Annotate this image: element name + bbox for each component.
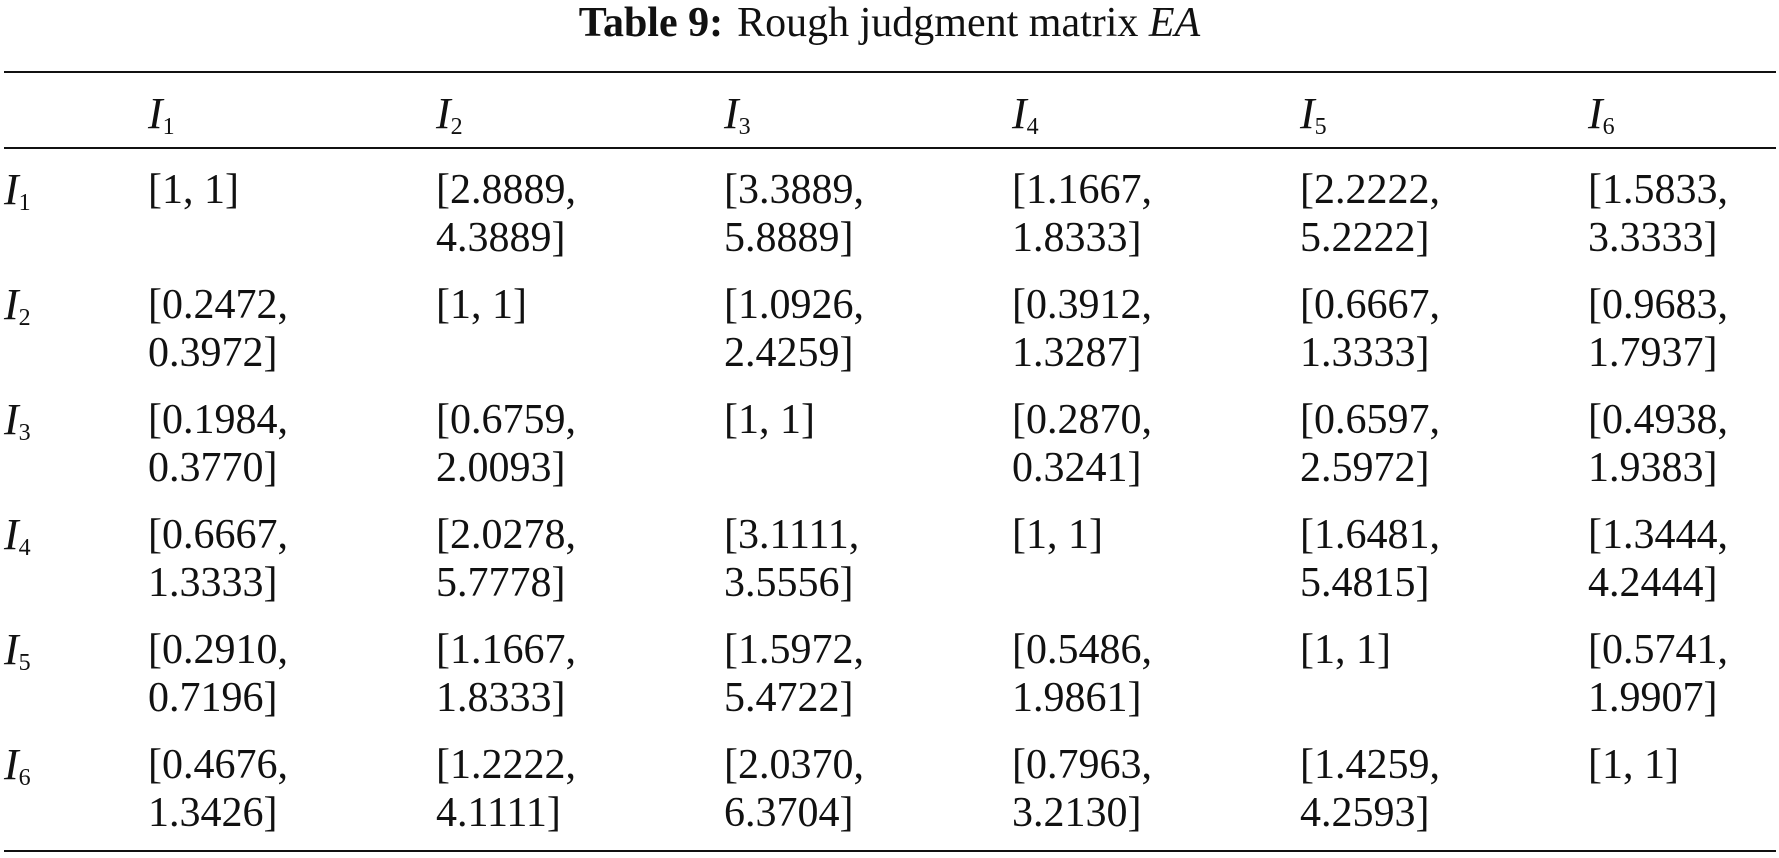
table-cell: [2.0278, 5.7778] (436, 512, 576, 606)
table-row: I1 [1, 1] [2.8889, 4.3889] [3.3889, 5.88… (4, 152, 1779, 267)
table-cell: [1, 1] (724, 397, 815, 443)
table-cell: [1.5972, 5.4722] (724, 627, 864, 721)
column-header: I4 (1012, 88, 1039, 140)
table-cell: [0.3912, 1.3287] (1012, 282, 1152, 376)
table-cell: [0.9683, 1.7937] (1588, 282, 1728, 376)
bottom-rule (4, 850, 1776, 852)
table-cell: [1.1667, 1.8333] (436, 627, 576, 721)
table-cell: [1, 1] (1588, 742, 1679, 788)
table-row: I4 [0.6667, 1.3333] [2.0278, 5.7778] [3.… (4, 497, 1779, 612)
header-rule (4, 147, 1776, 149)
table-cell: [2.8889, 4.3889] (436, 167, 576, 261)
column-header: I3 (724, 88, 751, 140)
row-header: I2 (4, 280, 31, 331)
caption-label: Table 9: (578, 0, 724, 46)
table-cell: [1.4259, 4.2593] (1300, 742, 1440, 836)
column-header: I6 (1588, 88, 1615, 140)
table-cell: [2.0370, 6.3704] (724, 742, 864, 836)
table-cell: [0.6597, 2.5972] (1300, 397, 1440, 491)
table-cell: [1.1667, 1.8333] (1012, 167, 1152, 261)
header-row: I1 I2 I3 I4 I5 I6 (4, 72, 1779, 152)
table-caption: Table 9: Rough judgment matrix EA (0, 0, 1779, 52)
table-cell: [1.6481, 5.4815] (1300, 512, 1440, 606)
table-row: I2 [0.2472, 0.3972] [1, 1] [1.0926, 2.42… (4, 267, 1779, 382)
row-header: I6 (4, 740, 31, 791)
table-cell: [1, 1] (1300, 627, 1391, 673)
table-cell: [1, 1] (148, 167, 239, 213)
table-cell: [1.0926, 2.4259] (724, 282, 864, 376)
table-cell: [0.6759, 2.0093] (436, 397, 576, 491)
table-row: I6 [0.4676, 1.3426] [1.2222, 4.1111] [2.… (4, 727, 1779, 842)
table-cell: [0.5741, 1.9907] (1588, 627, 1728, 721)
table-cell: [1.5833, 3.3333] (1588, 167, 1728, 261)
row-header: I1 (4, 165, 31, 216)
column-header: I1 (148, 88, 175, 140)
table-cell: [0.1984, 0.3770] (148, 397, 288, 491)
table-cell: [0.5486, 1.9861] (1012, 627, 1152, 721)
table-row: I5 [0.2910, 0.7196] [1.1667, 1.8333] [1.… (4, 612, 1779, 727)
row-header: I5 (4, 625, 31, 676)
table-cell: [0.6667, 1.3333] (1300, 282, 1440, 376)
top-rule (4, 71, 1776, 73)
column-header: I5 (1300, 88, 1327, 140)
caption-text: Rough judgment matrix (737, 0, 1139, 46)
table-cell: [2.2222, 5.2222] (1300, 167, 1440, 261)
table-cell: [1.2222, 4.1111] (436, 742, 576, 836)
table-cell: [1, 1] (1012, 512, 1103, 558)
table-cell: [0.2910, 0.7196] (148, 627, 288, 721)
table-cell: [1, 1] (436, 282, 527, 328)
row-header: I3 (4, 395, 31, 446)
table-cell: [1.3444, 4.2444] (1588, 512, 1728, 606)
caption-variable: EA (1148, 0, 1201, 46)
column-header: I2 (436, 88, 463, 140)
judgment-matrix-table: I1 I2 I3 I4 I5 I6 I1 [1, 1] [2.8889, 4.3… (4, 72, 1779, 842)
row-header: I4 (4, 510, 31, 561)
table-cell: [0.4938, 1.9383] (1588, 397, 1728, 491)
table-cell: [3.3889, 5.8889] (724, 167, 864, 261)
table-cell: [0.6667, 1.3333] (148, 512, 288, 606)
corner-cell (4, 72, 148, 152)
table-cell: [3.1111, 3.5556] (724, 512, 860, 606)
table-cell: [0.2472, 0.3972] (148, 282, 288, 376)
table-cell: [0.4676, 1.3426] (148, 742, 288, 836)
table-row: I3 [0.1984, 0.3770] [0.6759, 2.0093] [1,… (4, 382, 1779, 497)
table-cell: [0.2870, 0.3241] (1012, 397, 1152, 491)
table-cell: [0.7963, 3.2130] (1012, 742, 1152, 836)
